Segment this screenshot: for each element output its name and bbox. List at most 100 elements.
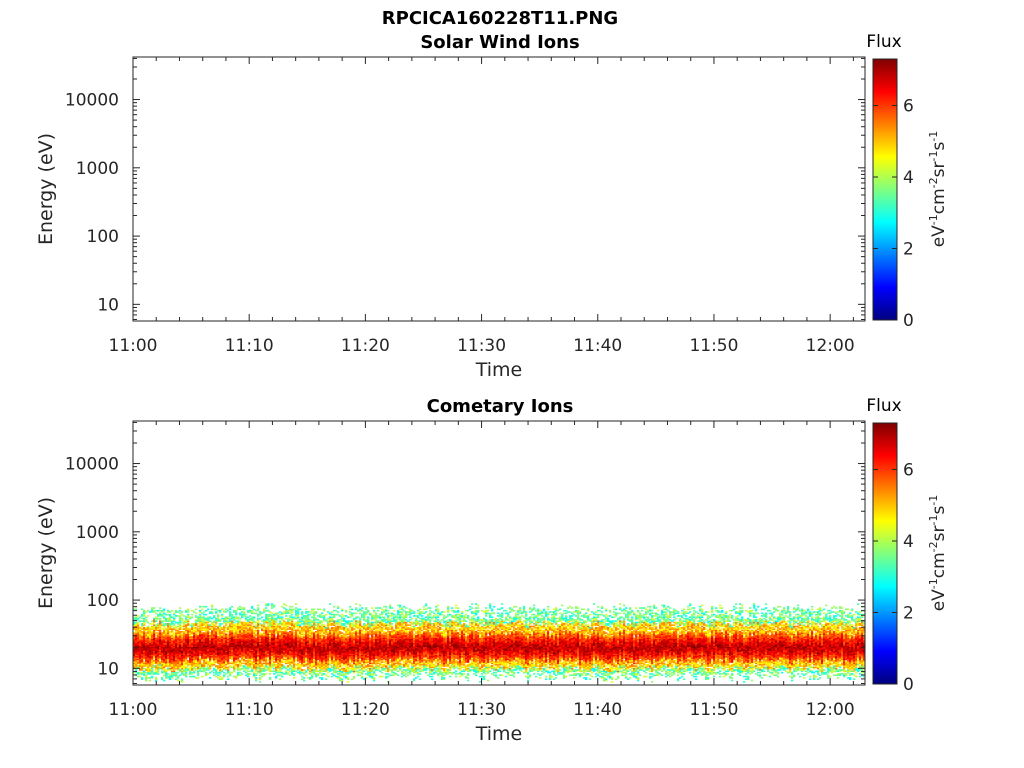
heatmap-cell bbox=[137, 638, 140, 641]
heatmap-cell bbox=[147, 673, 150, 675]
heatmap-cell bbox=[305, 674, 308, 677]
heatmap-cell bbox=[361, 609, 364, 612]
heatmap-cell bbox=[321, 677, 324, 679]
heatmap-cell bbox=[215, 654, 218, 657]
heatmap-cell bbox=[175, 674, 178, 677]
heatmap-cell bbox=[207, 648, 210, 650]
heatmap-cell bbox=[233, 638, 236, 641]
heatmap-cell bbox=[239, 661, 242, 663]
heatmap-cell bbox=[137, 617, 140, 620]
heatmap-cell bbox=[349, 616, 352, 619]
heatmap-cell bbox=[207, 637, 210, 640]
heatmap-cell bbox=[175, 663, 178, 666]
heatmap-cell bbox=[173, 634, 176, 637]
heatmap-cell bbox=[139, 628, 142, 630]
heatmap-cell bbox=[135, 638, 138, 641]
heatmap-cell bbox=[191, 626, 194, 629]
heatmap-cell bbox=[191, 671, 194, 674]
heatmap-cell bbox=[295, 607, 298, 609]
heatmap-cell bbox=[355, 616, 358, 619]
heatmap-cell bbox=[247, 661, 250, 663]
heatmap-cell bbox=[165, 644, 168, 646]
heatmap-cell bbox=[225, 669, 228, 671]
heatmap-cell bbox=[143, 628, 146, 630]
heatmap-cell bbox=[235, 624, 238, 626]
heatmap-cell bbox=[199, 649, 202, 652]
heatmap-cell bbox=[187, 653, 190, 655]
heatmap-cell bbox=[235, 677, 238, 679]
heatmap-cell bbox=[195, 649, 198, 652]
heatmap-cell bbox=[171, 637, 174, 640]
heatmap-cell bbox=[193, 658, 196, 661]
heatmap-cell bbox=[201, 608, 204, 611]
heatmap-cell bbox=[141, 644, 144, 646]
heatmap-cell bbox=[227, 652, 230, 654]
heatmap-cell bbox=[223, 653, 226, 655]
heatmap-cell bbox=[159, 663, 162, 666]
heatmap-cell bbox=[355, 603, 358, 605]
heatmap-cell bbox=[173, 641, 176, 644]
heatmap-cell bbox=[211, 653, 214, 655]
heatmap-cell bbox=[135, 663, 138, 666]
heatmap-cell bbox=[217, 671, 220, 674]
heatmap-cell bbox=[141, 678, 144, 680]
heatmap-cell bbox=[319, 620, 322, 623]
heatmap-cell bbox=[153, 609, 156, 612]
heatmap-cell bbox=[225, 645, 228, 648]
heatmap-cell bbox=[201, 666, 204, 669]
heatmap-cell bbox=[153, 617, 156, 620]
heatmap-cell bbox=[193, 630, 196, 633]
heatmap-cell bbox=[165, 634, 168, 637]
heatmap-cell bbox=[163, 649, 166, 652]
heatmap-cell bbox=[187, 652, 190, 654]
heatmap-cell bbox=[245, 632, 248, 634]
heatmap-cell bbox=[231, 652, 234, 654]
heatmap-cell bbox=[173, 654, 176, 657]
heatmap-cell bbox=[135, 642, 138, 645]
heatmap-cell bbox=[229, 619, 232, 621]
heatmap-cell bbox=[269, 673, 272, 675]
heatmap-cell bbox=[169, 669, 172, 671]
heatmap-cell bbox=[175, 655, 178, 658]
heatmap-cell bbox=[301, 626, 304, 629]
heatmap-cell bbox=[211, 634, 214, 637]
heatmap-cell bbox=[139, 637, 142, 640]
heatmap-cell bbox=[247, 638, 250, 641]
heatmap-cell bbox=[193, 645, 196, 648]
heatmap-cell bbox=[183, 667, 186, 670]
heatmap-cell bbox=[219, 669, 222, 671]
heatmap-cell bbox=[245, 666, 248, 669]
heatmap-cell bbox=[135, 623, 138, 625]
heatmap-cell bbox=[145, 628, 148, 630]
heatmap-cell bbox=[179, 633, 182, 636]
heatmap-cell bbox=[211, 630, 214, 633]
heatmap-cell bbox=[261, 675, 264, 678]
heatmap-cell bbox=[189, 616, 192, 619]
heatmap-cell bbox=[245, 629, 248, 632]
heatmap-cell bbox=[207, 619, 210, 621]
heatmap-cell bbox=[167, 650, 170, 653]
heatmap-cell bbox=[239, 646, 242, 649]
heatmap-cell bbox=[233, 649, 236, 652]
heatmap-cell bbox=[201, 653, 204, 655]
heatmap-cell bbox=[171, 652, 174, 654]
heatmap-cell bbox=[227, 667, 230, 670]
heatmap-cell bbox=[243, 642, 246, 645]
y-tick-label: 1000 bbox=[76, 159, 119, 179]
heatmap-cell bbox=[195, 641, 198, 644]
heatmap-cell bbox=[201, 640, 204, 642]
heatmap-cell bbox=[201, 646, 204, 649]
heatmap-cell bbox=[149, 633, 152, 636]
heatmap-cell bbox=[179, 663, 182, 666]
heatmap-cell bbox=[239, 662, 242, 665]
heatmap-cell bbox=[189, 633, 192, 636]
heatmap-cell bbox=[299, 663, 302, 666]
heatmap-cell bbox=[151, 620, 154, 623]
heatmap-cell bbox=[241, 638, 244, 641]
heatmap-cell bbox=[203, 617, 206, 620]
heatmap-cell bbox=[199, 634, 202, 637]
heatmap-cell bbox=[193, 632, 196, 634]
heatmap-cell bbox=[301, 669, 304, 671]
heatmap-cell bbox=[187, 642, 190, 645]
heatmap-cell bbox=[173, 657, 176, 659]
